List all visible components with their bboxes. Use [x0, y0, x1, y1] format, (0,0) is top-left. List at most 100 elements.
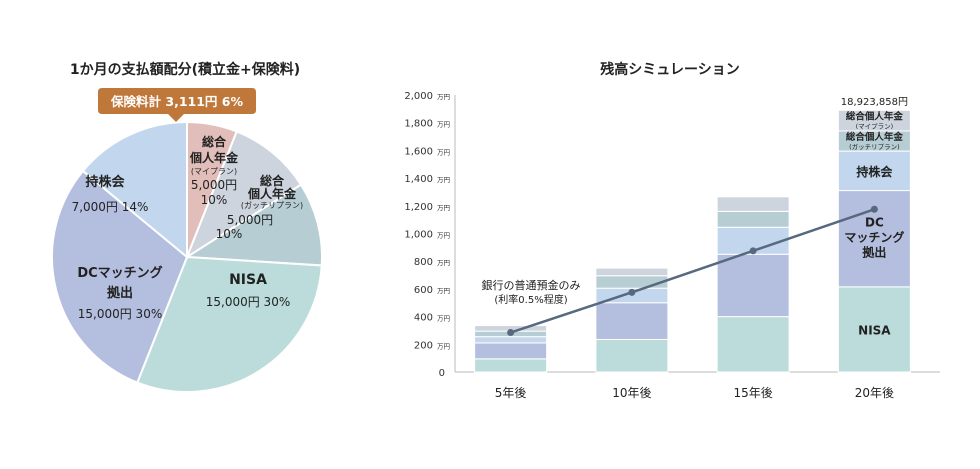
- y-tick-label: 200: [414, 340, 433, 351]
- y-tick: 800 万円: [414, 257, 450, 268]
- insurance-callout-box: [98, 88, 256, 122]
- y-tick-unit: 万円: [437, 148, 450, 156]
- bar-segment: [716, 253, 790, 318]
- y-tick-unit: 万円: [437, 121, 450, 129]
- savings-line-point: [507, 329, 515, 337]
- y-tick-unit: 万円: [437, 287, 450, 295]
- bar-segment: [595, 338, 669, 373]
- savings-line-note: (利率0.5%程度): [494, 293, 567, 306]
- bar-segment: [837, 109, 911, 132]
- y-tick-label: 1,600: [404, 146, 433, 157]
- pie-chart-title: 1か月の支払額配分(積立金+保険料): [70, 61, 300, 78]
- savings-line-point: [870, 205, 878, 213]
- bar-segment: [595, 275, 669, 289]
- bar-segment: [474, 336, 548, 344]
- gacchiri-label-pct: 10%: [216, 227, 243, 241]
- mochikabu-label-amount: 7,000円 14%: [72, 200, 149, 214]
- pie-slice-mochikabu: [81, 120, 188, 260]
- gacchiri-label-line1: 総合: [260, 173, 285, 188]
- savings-line-name: 銀行の普通預金のみ: [482, 278, 581, 292]
- y-tick-label: 2,000: [404, 91, 433, 102]
- segment-label-dc-2: マッチング: [844, 230, 904, 245]
- bar-segment: [716, 316, 790, 373]
- x-tick-label: 20年後: [855, 386, 894, 400]
- y-tick-label: 1,400: [404, 174, 433, 185]
- bar-segment: [474, 342, 548, 360]
- bar-bars: [474, 109, 911, 373]
- bar-segment: [474, 358, 548, 373]
- y-tick: 400 万円: [414, 313, 450, 324]
- x-tick-label: 15年後: [733, 386, 772, 400]
- pie-slice-dc: [51, 169, 189, 384]
- y-tick: 0: [439, 368, 445, 379]
- y-tick: 2,000 万円: [404, 91, 450, 102]
- segment-label-mine: 総合個人年金: [846, 111, 904, 123]
- mochikabu-label: 持株会: [85, 174, 125, 190]
- mine-label-pct: 10%: [201, 193, 228, 207]
- gacchiri-label-amount: 5,000円: [227, 213, 273, 227]
- segment-label-dc-3: 拠出: [862, 245, 886, 260]
- mine-label-amount: 5,000円: [191, 178, 237, 192]
- segment-label-gacchiri: 総合個人年金: [846, 131, 904, 143]
- x-tick-label: 5年後: [495, 386, 527, 400]
- y-tick: 1,400 万円: [404, 174, 450, 185]
- savings-line: 銀行の普通預金のみ(利率0.5%程度): [482, 205, 878, 337]
- savings-line-point: [628, 288, 636, 296]
- bar-segment: [595, 267, 669, 277]
- y-tick-label: 1,200: [404, 202, 433, 213]
- dc-label-line2: 拠出: [107, 285, 133, 301]
- bar-segment: [716, 210, 790, 228]
- y-tick: 1,200 万円: [404, 202, 450, 213]
- gacchiri-label-sub: (ガッチリプラン): [241, 200, 303, 210]
- y-tick-unit: 万円: [437, 204, 450, 212]
- y-tick-unit: 万円: [437, 259, 450, 267]
- savings-line-path: [510, 208, 875, 334]
- nisa-label: NISA: [229, 272, 267, 288]
- mine-label-line1: 総合: [202, 134, 227, 149]
- y-tick-label: 0: [439, 368, 445, 379]
- bar-segment: [837, 150, 911, 192]
- nisa-label-amount: 15,000円 30%: [206, 295, 290, 309]
- y-tick-label: 1,800: [404, 119, 433, 130]
- y-tick-label: 600: [414, 285, 433, 296]
- y-tick: 1,600 万円: [404, 146, 450, 157]
- y-tick-unit: 万円: [437, 342, 450, 350]
- pie-labels: 保険料計 3,111円 6%総合個人年金(マイプラン)5,000円10%総合個人…: [72, 88, 303, 321]
- pie-slice-gacchiri: [183, 183, 323, 267]
- mine-label-line2: 個人年金: [189, 150, 239, 165]
- segment-label-mochikabu: 持株会: [856, 164, 893, 179]
- dc-label-line1: DCマッチング: [77, 265, 162, 281]
- bar-chart-title: 残高シミュレーション: [600, 61, 739, 78]
- y-tick-unit: 万円: [437, 315, 450, 323]
- y-tick-label: 800: [414, 257, 433, 268]
- gacchiri-label-line2: 個人年金: [247, 186, 297, 201]
- mine-label-sub: (マイプラン): [191, 167, 237, 176]
- bar-segment: [716, 196, 790, 212]
- pie-slices: [51, 120, 323, 393]
- total-label: 18,923,858円: [841, 97, 908, 108]
- bar-segment-labels: NISADCマッチング拠出持株会総合個人年金(ガッチリプラン)総合個人年金(マイ…: [841, 97, 908, 337]
- pie-slice-mine: [184, 130, 303, 260]
- segment-label-dc-1: DC: [865, 216, 884, 230]
- y-tick-unit: 万円: [437, 176, 450, 184]
- y-tick: 600 万円: [414, 285, 450, 296]
- savings-line-point: [749, 247, 757, 255]
- y-tick-unit: 万円: [437, 93, 450, 101]
- insurance-callout-label: 保険料計 3,111円 6%: [110, 94, 243, 109]
- dc-label-amount: 15,000円 30%: [78, 307, 162, 321]
- x-tick-label: 10年後: [612, 386, 651, 400]
- segment-label-mine-sub: (マイプラン): [856, 123, 894, 131]
- y-tick-unit: 万円: [437, 232, 450, 240]
- pie-chart: 1か月の支払額配分(積立金+保険料) 保険料計 3,111円 6%総合個人年金(…: [51, 61, 323, 393]
- segment-label-nisa: NISA: [858, 323, 891, 337]
- y-tick: 1,000 万円: [404, 230, 450, 241]
- y-tick-label: 400: [414, 313, 433, 324]
- y-tick: 1,800 万円: [404, 119, 450, 130]
- bar-segment: [595, 302, 669, 340]
- y-tick: 200 万円: [414, 340, 450, 351]
- bar-segment: [837, 286, 911, 373]
- segment-label-gacchiri-sub: (ガッチリプラン): [849, 142, 900, 151]
